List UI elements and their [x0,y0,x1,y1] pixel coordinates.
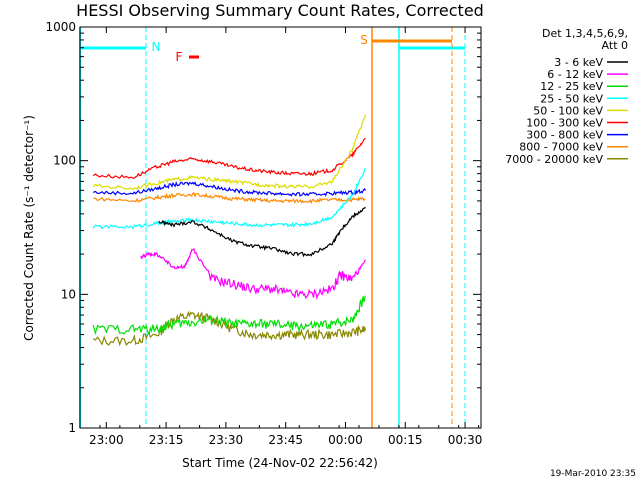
x-tick-label: 00:00 [328,433,363,447]
x-tick-label: 00:15 [388,433,423,447]
legend-header: Att 0 [602,39,628,52]
annotation-s: S [360,33,368,47]
legend-label: 6 - 12 keV [547,68,603,81]
legend-label: 100 - 300 keV [526,117,603,130]
series-100-300-kev [92,137,366,179]
x-tick-label: 23:30 [209,433,244,447]
series-12-25-kev [92,295,366,336]
series-800-7000-kev [93,191,366,205]
legend-label: 12 - 25 keV [540,80,603,93]
series-50-100-kev [92,114,366,191]
y-tick-label: 100 [53,154,76,168]
y-tick-label: 10 [61,287,76,301]
legend-label: 25 - 50 keV [540,92,603,105]
series-300-800-kev [92,181,366,197]
observing-bands [79,27,466,428]
legend-label: 300 - 800 keV [526,129,603,142]
legend-label: 800 - 7000 keV [519,141,603,154]
x-axis-label: Start Time (24-Nov-02 22:56:42) [182,456,378,470]
series-6-12-kev [140,247,366,300]
x-tick-label: 23:00 [89,433,124,447]
chart-title: HESSI Observing Summary Count Rates, Cor… [76,1,484,20]
x-tick-label: 23:45 [268,433,303,447]
y-axis-label: Corrected Count Rate (s⁻¹ detector⁻¹) [22,115,36,341]
annotations: N F S [152,33,368,64]
legend-label: 3 - 6 keV [554,56,603,69]
y-tick-label: 1000 [45,20,76,34]
x-tick-label: 23:15 [149,433,184,447]
annotation-f: F [176,50,183,64]
x-tick-label: 00:30 [448,433,483,447]
timestamp: 19-Mar-2010 23:35 [550,469,636,479]
legend-label: 7000 - 20000 keV [505,153,603,166]
series-3-6-kev [158,206,366,258]
series-layer [92,114,366,347]
y-tick-label: 1 [68,421,76,435]
annotation-n: N [152,40,161,54]
axes: 23:00 23:15 23:30 23:45 00:00 00:15 00:30 1 10 10… [45,20,482,447]
legend-header: Det 1,3,4,5,6,9, [542,27,628,40]
plot-frame [79,26,482,429]
legend-label: 50 - 100 keV [533,104,603,117]
